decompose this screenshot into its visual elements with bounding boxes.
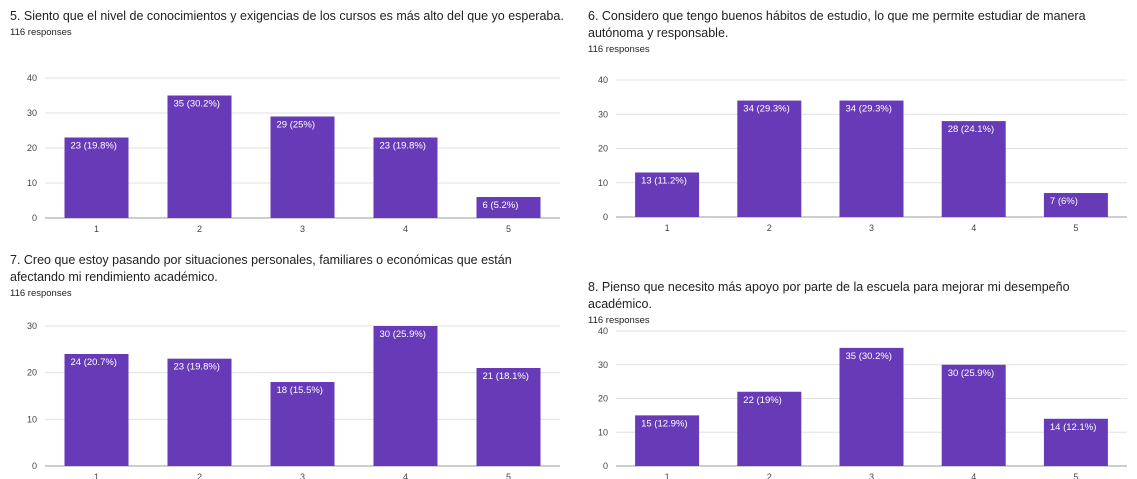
question-title: 5. Siento que el nivel de conocimientos … <box>10 9 564 23</box>
data-label: 30 (25.9%) <box>948 368 994 379</box>
x-tick-label: 3 <box>300 224 305 234</box>
data-label: 6 (5.2%) <box>483 200 519 211</box>
y-tick-label: 10 <box>27 178 37 188</box>
x-tick-label: 1 <box>94 472 99 479</box>
bar-chart-q5: 0 10 20 30 40 23 (19.8%) 1 35 (30.2%) 2 29 (25%) 3… <box>27 73 560 234</box>
x-tick-label: 3 <box>869 223 874 233</box>
y-tick-label: 30 <box>598 109 608 119</box>
question-title: 8. Pienso que necesito más apoyo por par… <box>588 280 1070 311</box>
data-label: 7 (6%) <box>1050 196 1078 207</box>
question-title: 7. Creo que estoy pasando por situacione… <box>10 253 512 284</box>
x-tick-label: 4 <box>971 223 976 233</box>
y-tick-label: 10 <box>598 178 608 188</box>
x-tick-label: 5 <box>506 224 511 234</box>
question-panel-6: 6. Considero que tengo buenos hábitos de… <box>588 8 1108 55</box>
data-label: 23 (19.8%) <box>380 141 426 152</box>
y-tick-label: 0 <box>603 212 608 222</box>
bar-chart-q7: 0 10 20 30 24 (20.7%) 1 23 (19.8%) 2 18 (15.5%) 3… <box>27 321 560 479</box>
data-label: 34 (29.3%) <box>846 104 892 115</box>
data-label: 35 (30.2%) <box>846 351 892 362</box>
x-tick-label: 1 <box>665 223 670 233</box>
y-tick-label: 30 <box>27 108 37 118</box>
y-tick-label: 30 <box>27 321 37 331</box>
data-label: 23 (19.8%) <box>71 141 117 152</box>
y-tick-label: 10 <box>27 414 37 424</box>
response-count: 116 responses <box>10 27 72 38</box>
x-tick-label: 2 <box>197 224 202 234</box>
question-title: 6. Considero que tengo buenos hábitos de… <box>588 9 1086 40</box>
x-tick-label: 2 <box>197 472 202 479</box>
data-label: 14 (12.1%) <box>1050 422 1096 433</box>
question-panel-5: 5. Siento que el nivel de conocimientos … <box>10 8 570 38</box>
y-tick-label: 0 <box>603 461 608 471</box>
bar-chart-q8: 0 10 20 30 40 15 (12.9%) 1 22 (19%) 2 35 (30.2%) 3… <box>598 326 1127 479</box>
x-tick-label: 4 <box>971 472 976 479</box>
y-tick-label: 20 <box>27 368 37 378</box>
data-label: 24 (20.7%) <box>71 357 117 368</box>
y-tick-label: 20 <box>27 143 37 153</box>
x-tick-label: 2 <box>767 223 772 233</box>
data-label: 18 (15.5%) <box>277 385 323 396</box>
x-tick-label: 4 <box>403 224 408 234</box>
data-label: 23 (19.8%) <box>174 362 220 373</box>
x-tick-label: 1 <box>665 472 670 479</box>
y-tick-label: 40 <box>598 75 608 85</box>
y-tick-label: 20 <box>598 144 608 154</box>
y-tick-label: 20 <box>598 394 608 404</box>
y-tick-label: 0 <box>32 213 37 223</box>
data-label: 35 (30.2%) <box>174 99 220 110</box>
data-label: 15 (12.9%) <box>641 418 687 429</box>
y-tick-label: 0 <box>32 461 37 471</box>
y-tick-label: 30 <box>598 360 608 370</box>
x-tick-label: 5 <box>506 472 511 479</box>
data-label: 22 (19%) <box>743 395 782 406</box>
x-tick-label: 2 <box>767 472 772 479</box>
response-count: 116 responses <box>10 288 72 299</box>
x-tick-label: 5 <box>1073 223 1078 233</box>
data-label: 28 (24.1%) <box>948 124 994 135</box>
x-tick-label: 3 <box>869 472 874 479</box>
x-tick-label: 4 <box>403 472 408 479</box>
x-tick-label: 1 <box>94 224 99 234</box>
x-tick-label: 3 <box>300 472 305 479</box>
data-label: 34 (29.3%) <box>743 104 789 115</box>
question-panel-8: 8. Pienso que necesito más apoyo por par… <box>588 279 1133 326</box>
data-label: 21 (18.1%) <box>483 371 529 382</box>
data-label: 29 (25%) <box>277 120 316 131</box>
data-label: 30 (25.9%) <box>380 329 426 340</box>
y-tick-label: 40 <box>27 73 37 83</box>
response-count: 116 responses <box>588 315 650 326</box>
y-tick-label: 40 <box>598 326 608 336</box>
x-tick-label: 5 <box>1073 472 1078 479</box>
data-label: 13 (11.2%) <box>641 175 687 186</box>
bar-chart-q6: 0 10 20 30 40 13 (11.2%) 1 34 (29.3%) 2 34 (29.3%… <box>598 75 1127 233</box>
response-count: 116 responses <box>588 44 650 55</box>
question-panel-7: 7. Creo que estoy pasando por situacione… <box>10 252 570 299</box>
y-tick-label: 10 <box>598 427 608 437</box>
